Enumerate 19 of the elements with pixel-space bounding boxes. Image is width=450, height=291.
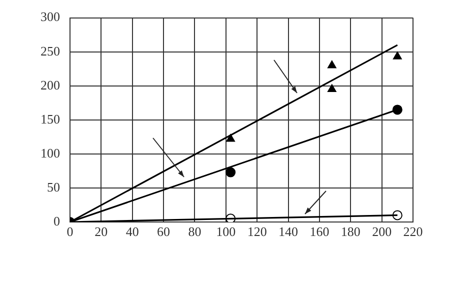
x-tick-label: 100 (216, 224, 236, 240)
x-tick-label: 180 (340, 224, 360, 240)
y-tick-label: 0 (54, 213, 60, 228)
y-tick-label: 200 (40, 77, 60, 92)
x-tick-label: 20 (94, 224, 108, 240)
x-tick-label: 120 (247, 224, 267, 240)
x-tick-label: 200 (372, 224, 392, 240)
x-tick-label: 80 (188, 224, 202, 240)
x-tick-label: 60 (157, 224, 170, 240)
x-tick-label: 0 (66, 224, 74, 240)
x-tick-label: 40 (126, 224, 139, 240)
y-tick-label: 50 (47, 179, 60, 194)
y-tick-label: 150 (40, 111, 60, 126)
x-tick-label: 160 (310, 224, 330, 240)
y-tick-label: 250 (40, 43, 60, 58)
x-tick-label: 140 (278, 224, 298, 240)
y-tick-label: 100 (40, 145, 60, 160)
x-tick-label: 220 (403, 224, 423, 240)
y-tick-label: 300 (40, 9, 60, 24)
